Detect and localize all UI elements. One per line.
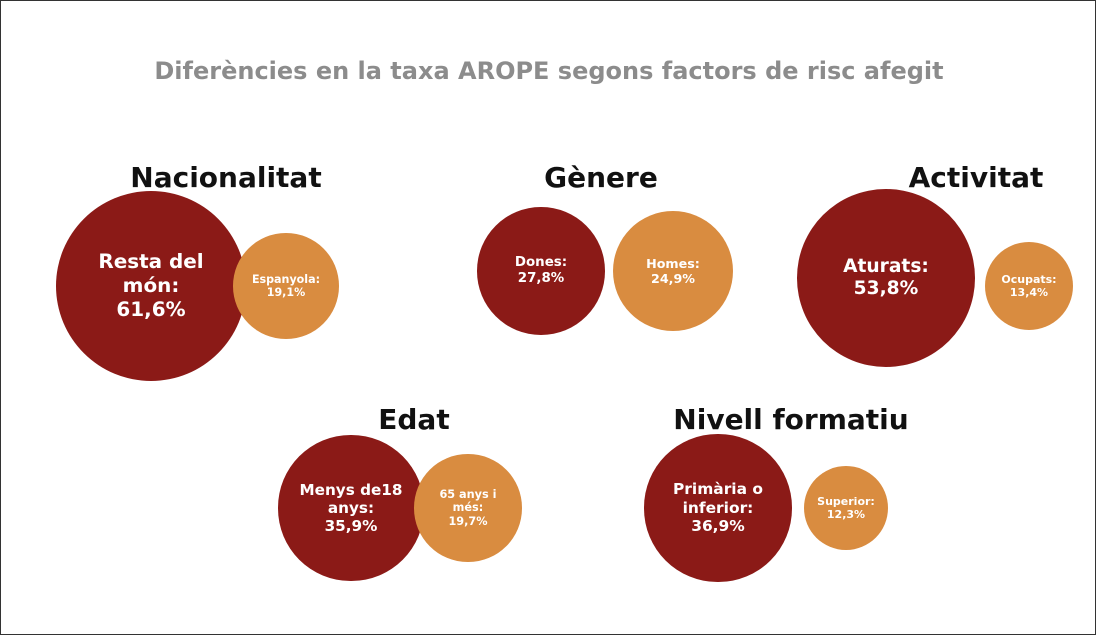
bubble: Homes: 24,9% [612,210,734,332]
bubble-value-label: 19,1% [266,285,306,299]
main-title: Diferències en la taxa AROPE segons fact… [154,57,944,85]
group-title: Edat [378,403,450,436]
bubble-value-label: 24,9% [651,270,695,286]
bubble-category: Dones: [514,254,568,270]
group-title: Nivell formatiu [673,403,909,436]
bubble: Resta del món: 61,6% [56,191,246,381]
bubble: 65 anys i més: 19,7% [414,454,522,562]
bubble-category: Resta del món: [98,249,204,298]
bubble-category: Superior: [817,494,875,508]
bubble: Ocupats: 13,4% [984,241,1074,331]
bubble-value-label: 27,8% [517,270,565,286]
bubble-value-label: 19,7% [448,514,488,528]
bubble-value-label: 12,3% [826,507,866,521]
bubble-category: Primària o inferior: [672,480,763,517]
group-title: Activitat [908,161,1044,194]
bubble-value-label: 36,9% [691,517,745,536]
bubble-value-label: 35,9% [324,517,378,536]
bubble-category: Homes: [646,255,700,271]
bubble: Dones: 27,8% [477,207,605,335]
bubble: Menys de18 anys: 35,9% [278,435,424,581]
bubble: Aturats: 53,8% [797,189,975,367]
bubble: Primària o inferior: 36,9% [644,434,792,582]
bubble-category: Ocupats: [1001,272,1057,286]
bubble: Superior: 12,3% [803,465,889,551]
bubble-category: 65 anys i més: [439,487,497,515]
bubble-value-label: 53,8% [853,277,919,299]
group-title: Gènere [544,161,658,194]
group-title: Nacionalitat [130,161,322,194]
bubble: Espanyola: 19,1% [233,233,339,339]
bubble-category: Aturats: [843,255,929,277]
bubble-value-label: 13,4% [1009,285,1049,299]
bubble-category: Espanyola: [251,272,321,286]
bubble-category: Menys de18 anys: [299,480,403,517]
bubble-value-label: 61,6% [116,296,186,321]
